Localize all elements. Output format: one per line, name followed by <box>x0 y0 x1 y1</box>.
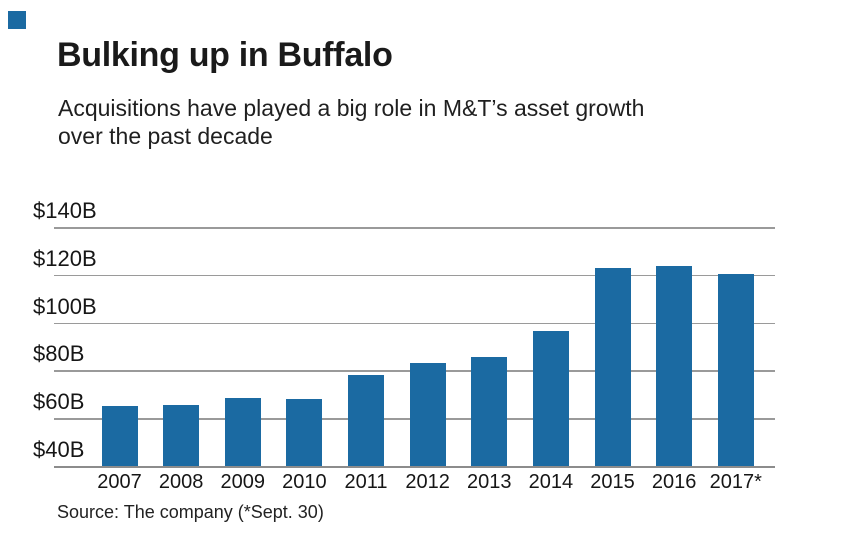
chart-subtitle-line1: Acquisitions have played a big role in M… <box>58 95 645 121</box>
x-axis-tick-label: 2016 <box>651 471 697 493</box>
x-axis-tick-label: 2007 <box>97 471 142 493</box>
bar-2015 <box>594 267 631 466</box>
y-axis-tick-label: $40B <box>33 437 85 462</box>
gridline <box>54 274 775 277</box>
bar-2008 <box>163 405 200 466</box>
bar-2012 <box>409 363 446 466</box>
y-axis-tick-label: $80B <box>33 341 85 367</box>
x-axis-tick-label: 2013 <box>467 471 512 493</box>
x-axis-baseline <box>54 466 775 468</box>
gridline <box>54 322 775 325</box>
x-axis-tick-label: 2010 <box>282 471 327 493</box>
bar-2010 <box>286 399 323 466</box>
bar-2016 <box>656 266 693 466</box>
x-axis-tick-label: 2012 <box>405 471 450 493</box>
bar-2017 <box>717 273 754 466</box>
bar-2013 <box>471 357 508 466</box>
x-axis-tick-label: 2011 <box>344 471 388 493</box>
brand-square-icon <box>8 11 26 29</box>
bar-2007 <box>101 406 138 466</box>
bar-2011 <box>348 375 385 466</box>
chart-title: Bulking up in Buffalo <box>57 36 393 74</box>
chart-subtitle-line2: over the past decade <box>58 123 273 149</box>
chart-subtitle: Acquisitions have played a big role in M… <box>58 94 644 150</box>
x-axis-tick-label: 2014 <box>528 471 574 493</box>
source-note: Source: The company (*Sept. 30) <box>57 502 324 522</box>
y-axis-tick-label: $100B <box>33 293 97 319</box>
gridline <box>54 227 775 229</box>
y-axis-tick-label: $140B <box>33 198 97 223</box>
bar-2014 <box>532 330 569 466</box>
y-axis-tick-label: $120B <box>33 245 97 271</box>
bar-2009 <box>224 397 261 466</box>
x-axis-tick-label: 2008 <box>158 471 204 493</box>
y-axis-tick-label: $60B <box>33 389 85 415</box>
x-axis-tick-label: 2009 <box>220 471 266 493</box>
x-axis-tick-label: 2015 <box>590 471 635 493</box>
x-axis-tick-label: 2017* <box>709 471 762 493</box>
